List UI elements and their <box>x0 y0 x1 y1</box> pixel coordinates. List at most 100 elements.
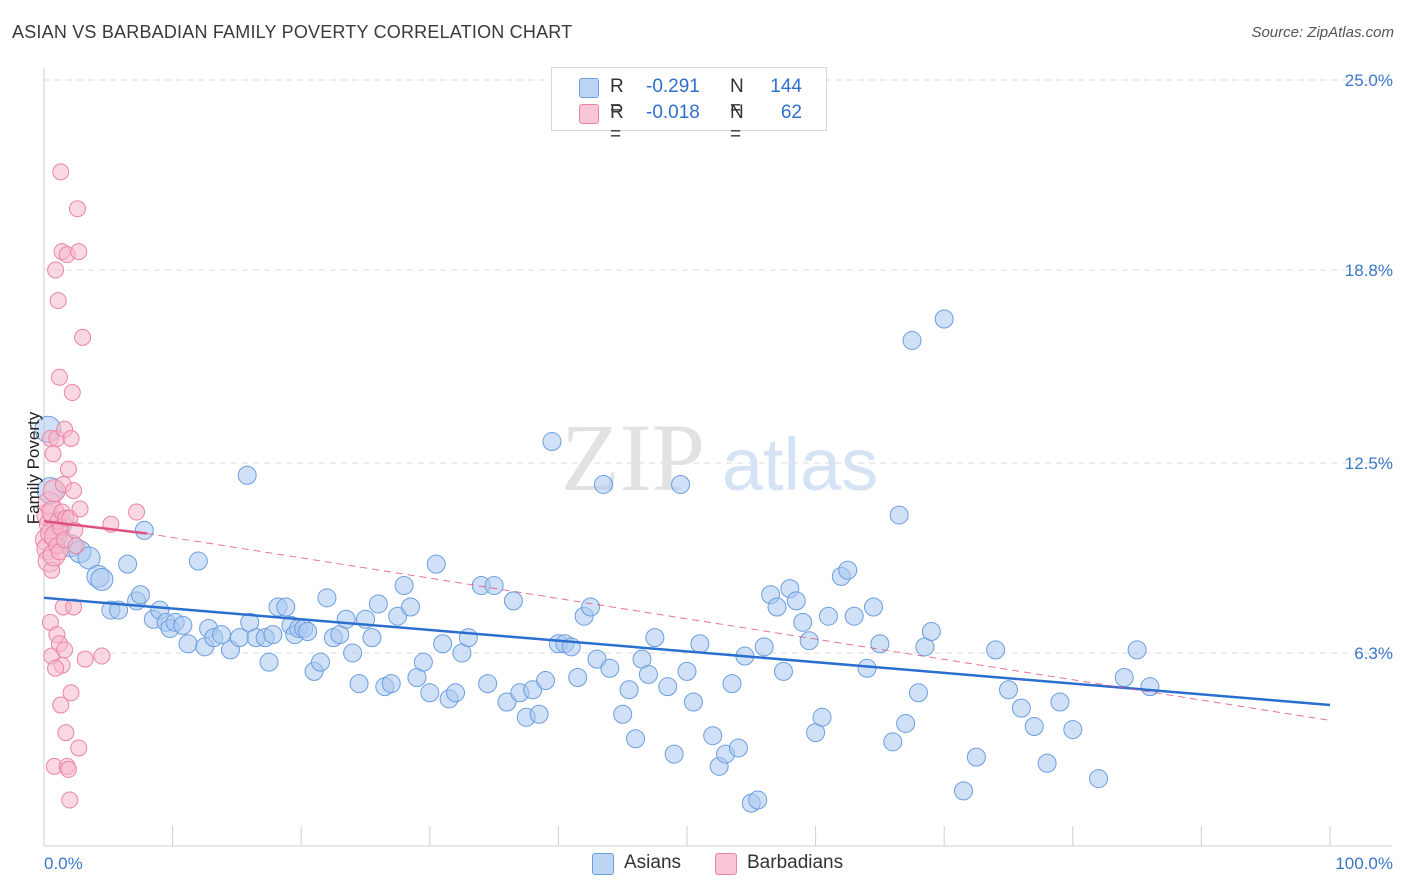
asian-point <box>458 628 478 648</box>
asian-point <box>420 683 440 703</box>
watermark-atlas: atlas <box>722 423 878 506</box>
legend-r-label: R = <box>610 102 624 145</box>
barbadian-point <box>47 659 65 677</box>
asian-point <box>542 432 562 452</box>
asian-point <box>793 612 813 632</box>
asian-point <box>767 597 787 617</box>
barbadian-point <box>76 650 94 668</box>
legend-n-label: N = <box>730 102 744 145</box>
asian-point <box>671 474 691 494</box>
barbadian-point <box>57 724 75 742</box>
y-axis-label: Family Poverty <box>24 411 44 525</box>
barbadian-point <box>128 503 146 521</box>
asian-point <box>818 606 838 626</box>
barbadian-point <box>59 760 77 778</box>
asian-point <box>1037 753 1057 773</box>
asian-point <box>844 606 864 626</box>
asian-point <box>317 588 337 608</box>
asian-point <box>728 738 748 758</box>
asian-point <box>568 667 588 687</box>
asian-point <box>173 615 193 635</box>
asian-point <box>478 674 498 694</box>
asian-point <box>883 732 903 752</box>
asian-point <box>593 474 613 494</box>
barbadian-point <box>52 163 70 181</box>
asian-point <box>401 597 421 617</box>
barbadian-points <box>35 163 146 809</box>
asian-point <box>908 683 928 703</box>
trend-lines <box>43 519 1331 721</box>
asian-point <box>259 652 279 672</box>
asian-point <box>683 692 703 712</box>
barbadian-point <box>68 200 86 218</box>
barbadian-point <box>61 791 79 809</box>
asian-point <box>1024 717 1044 737</box>
asian-point <box>986 640 1006 660</box>
barbadian-point <box>49 292 67 310</box>
barbadian-point <box>65 598 83 616</box>
asian-point <box>484 576 504 596</box>
asian-point <box>664 744 684 764</box>
barbadian-point <box>47 261 65 279</box>
asian-point <box>90 567 114 591</box>
asian-point <box>178 634 198 654</box>
asian-point <box>613 704 633 724</box>
asian-point <box>188 551 208 571</box>
asian-point <box>426 554 446 574</box>
y-tick-label: 18.8% <box>1345 261 1393 280</box>
asian-point <box>587 649 607 669</box>
asian-point <box>433 634 453 654</box>
asian-point <box>638 664 658 684</box>
barbadian-point <box>71 500 89 518</box>
barbadians-legend-label: Barbadians <box>747 852 844 873</box>
asian-point <box>581 597 601 617</box>
barbadian-point <box>44 445 62 463</box>
watermark-zip: ZIP <box>561 404 705 511</box>
asian-point <box>381 674 401 694</box>
asian-point <box>921 622 941 642</box>
barbadian-point <box>52 696 70 714</box>
asian-point <box>645 628 665 648</box>
grid-lines <box>44 79 1392 654</box>
asian-point <box>77 546 101 570</box>
asian-point <box>786 591 806 611</box>
asian-point <box>497 692 517 712</box>
legend-r-value: -0.018 <box>646 102 700 123</box>
y-tick-label: 12.5% <box>1345 454 1393 473</box>
legend-r-label: R = <box>610 76 624 119</box>
asian-point <box>722 674 742 694</box>
asian-point <box>1050 692 1070 712</box>
legend-n-value: 144 <box>770 76 802 97</box>
asian-point <box>229 628 249 648</box>
y-tick-label: 6.3% <box>1354 644 1393 663</box>
barbadians-legend-swatch <box>715 853 737 875</box>
axes <box>43 68 1392 847</box>
asian-point <box>889 505 909 525</box>
barbadians-swatch <box>579 104 599 124</box>
asian-point <box>446 683 466 703</box>
asian-point <box>134 520 154 540</box>
asian-point <box>413 652 433 672</box>
asian-point <box>1011 698 1031 718</box>
asian-point <box>896 713 916 733</box>
barbadian-trend-line <box>43 519 148 535</box>
asian-point <box>388 606 408 626</box>
barbadian-point <box>62 684 80 702</box>
x-tick-label: 0.0% <box>44 854 83 873</box>
chart-source: Source: ZipAtlas.com <box>1251 24 1394 41</box>
asian-point <box>966 747 986 767</box>
asian-point <box>536 671 556 691</box>
y-tick-label: 25.0% <box>1345 71 1393 90</box>
barbadian-point <box>93 647 111 665</box>
barbadian-point <box>70 739 88 757</box>
asian-point <box>263 625 283 645</box>
legend-n-value: 62 <box>780 102 802 123</box>
asian-point <box>130 585 150 605</box>
asian-point <box>310 652 330 672</box>
asians-swatch <box>579 78 599 98</box>
asian-point <box>1063 720 1083 740</box>
chart-title: ASIAN VS BARBADIAN FAMILY POVERTY CORREL… <box>12 22 573 42</box>
asian-point <box>703 726 723 746</box>
legend-r-value: -0.291 <box>646 76 700 97</box>
asian-point <box>658 677 678 697</box>
